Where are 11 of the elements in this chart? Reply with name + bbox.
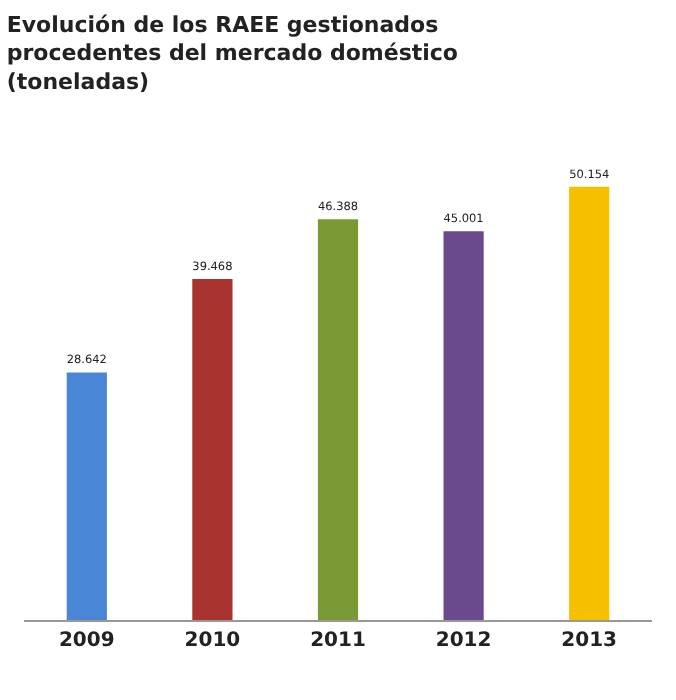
bar: [569, 186, 610, 620]
x-tick-label: 2013: [561, 630, 618, 652]
bar: [192, 279, 233, 620]
bar: [317, 219, 359, 620]
bar: [66, 372, 107, 620]
x-tick-label: 2010: [184, 630, 241, 652]
bar: [443, 231, 484, 620]
x-tick-label: 2009: [58, 630, 115, 652]
x-tick-label: 2011: [310, 630, 366, 652]
x-tick-label: 2012: [435, 630, 492, 652]
chart-title: Evolución de los RAEE gestionados procedentes del mercado doméstico (toneladas): [6, 11, 459, 95]
